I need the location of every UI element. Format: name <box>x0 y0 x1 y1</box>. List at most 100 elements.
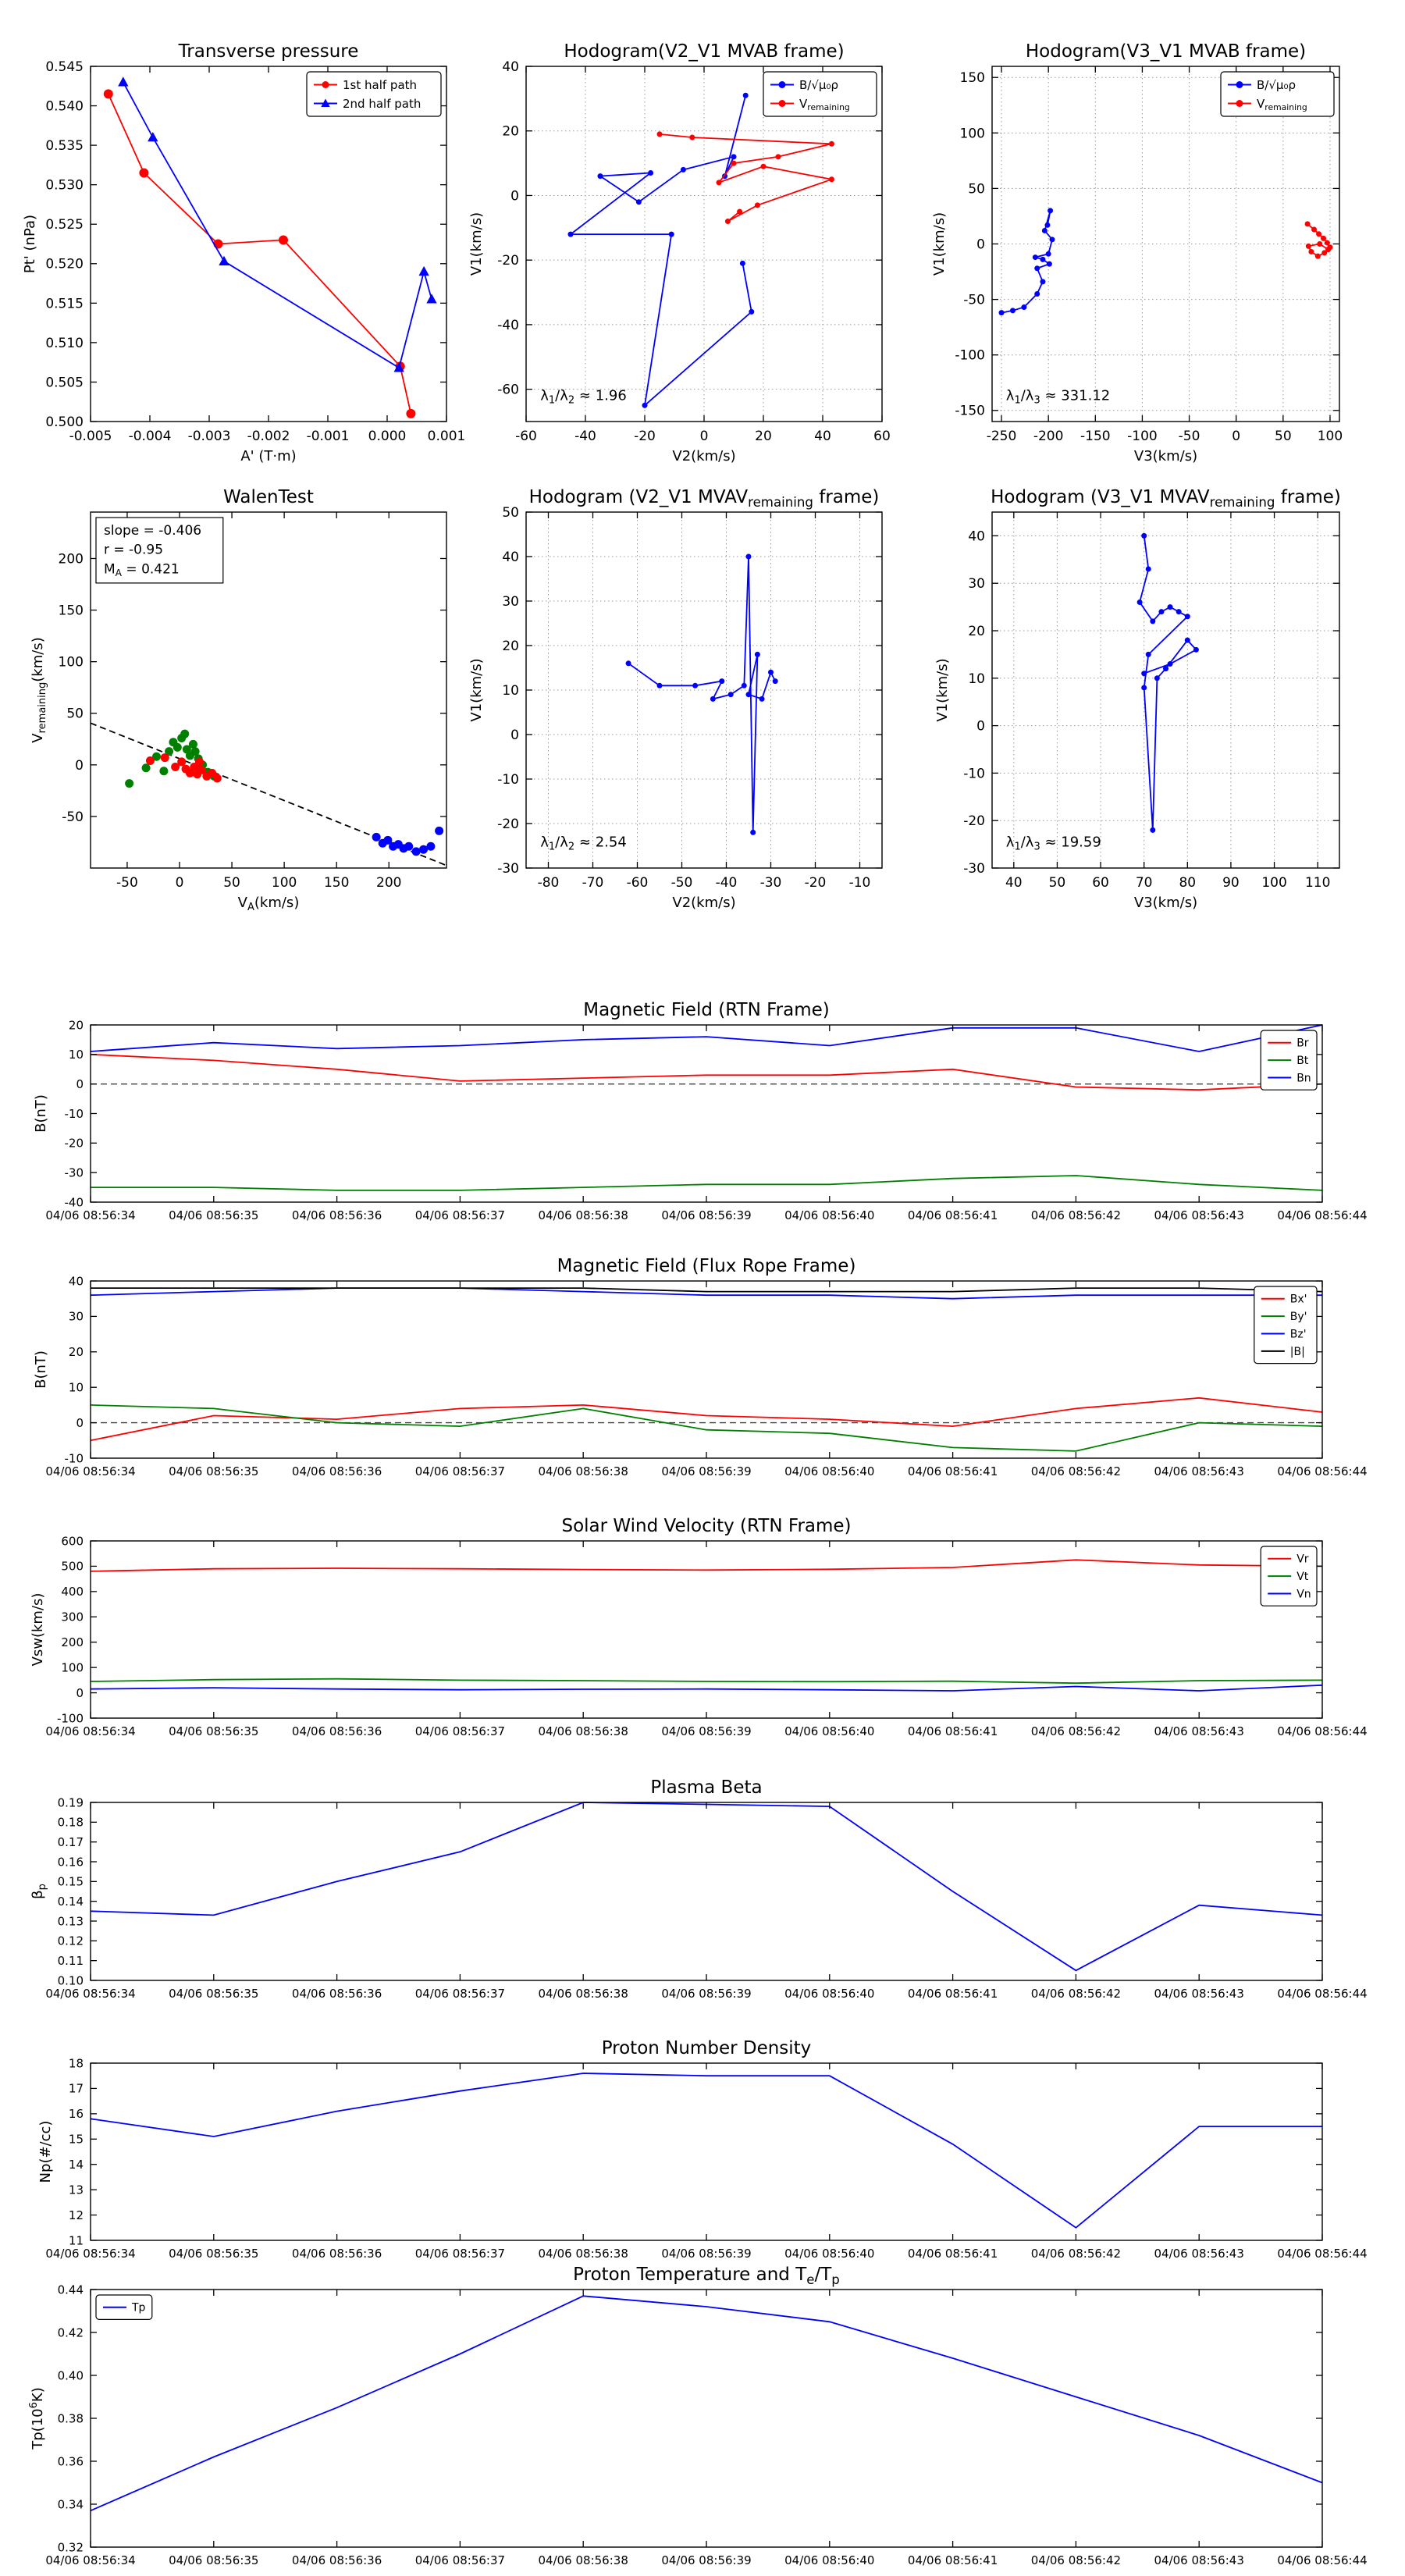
x-tick-label: 04/06 08:56:35 <box>169 1464 258 1478</box>
y-tick-label: 50 <box>502 505 519 521</box>
y-tick-label: 0.530 <box>45 178 84 194</box>
y-tick-label: 0.34 <box>58 2497 84 2511</box>
x-tick-label: -50 <box>671 875 693 891</box>
chart-magnetic-field-rtn: 04/06 08:56:34 04/06 08:56:35 04/06 08:56:… <box>33 1000 1368 1222</box>
series-second-half-points <box>145 753 222 783</box>
y-tick-label: 40 <box>502 550 519 565</box>
y-tick-label: 20 <box>968 624 985 639</box>
y-tick-label: -20 <box>497 253 519 269</box>
y-tick-label: 400 <box>61 1585 84 1599</box>
y-tick-label: 0.515 <box>45 296 84 311</box>
x-tick-label: 04/06 08:56:37 <box>415 1464 505 1478</box>
x-tick-label: 04/06 08:56:34 <box>45 1724 135 1738</box>
x-axis-label: A' (T·m) <box>240 448 296 464</box>
x-tick-label: 04/06 08:56:41 <box>908 2247 998 2261</box>
plot-area <box>91 1802 1322 1980</box>
y-tick-label: 10 <box>69 1048 84 1062</box>
y-tick-label: 200 <box>61 1635 84 1649</box>
y-tick-label: 0 <box>76 1416 84 1430</box>
y-tick-label: 0.540 <box>45 99 84 115</box>
annotation: λ1/λ2 ≈ 1.96 <box>540 388 627 407</box>
x-tick-label: 04/06 08:56:35 <box>169 2247 258 2261</box>
x-tick-label: -10 <box>849 875 871 891</box>
legend: Br Bt Bn <box>1260 1030 1318 1091</box>
y-tick-label: 0 <box>76 1686 84 1700</box>
x-tick-label: 0.001 <box>428 429 466 444</box>
x-tick-label: 04/06 08:56:35 <box>169 1724 258 1738</box>
x-tick-label: 04/06 08:56:41 <box>908 1208 998 1222</box>
chart-hodogram-v2v1-mvab: -60 -40 -20 0 20 40 60 -60 -40 -20 0 20 40 Hodogram(V… <box>468 41 891 464</box>
legend-label: Vremaining <box>1257 97 1307 112</box>
x-tick-label: 04/06 08:56:37 <box>415 1208 505 1222</box>
x-tick-label: 04/06 08:56:38 <box>539 1208 628 1222</box>
y-tick-label: 10 <box>502 683 519 699</box>
x-tick-label: -0.003 <box>188 429 231 444</box>
x-tick-label: 04/06 08:56:44 <box>1277 1724 1367 1738</box>
x-tick-label: 0 <box>700 429 709 444</box>
y-tick-label: 0 <box>976 719 985 735</box>
series-b-magnitude <box>91 1287 1323 1293</box>
chart-title: WalenTest <box>223 487 314 507</box>
y-tick-label: 0.12 <box>58 1934 84 1948</box>
legend-label: 1st half path <box>343 78 417 92</box>
y-tick-label: 200 <box>59 551 84 567</box>
x-tick-label: 04/06 08:56:35 <box>169 1208 258 1222</box>
legend: B/√μ₀ρ Vremaining <box>1220 71 1335 117</box>
x-tick-label: 04/06 08:56:42 <box>1031 2247 1121 2261</box>
x-tick-label: 04/06 08:56:36 <box>292 2553 382 2567</box>
x-tick-label: -0.001 <box>307 429 350 444</box>
x-tick-label: 200 <box>376 875 401 891</box>
x-tick-label: 04/06 08:56:39 <box>661 1208 751 1222</box>
chart-proton-temperature: 04/06 08:56:34 04/06 08:56:35 04/06 08:56:… <box>28 2265 1368 2567</box>
x-tick-label: 04/06 08:56:40 <box>784 1987 874 2001</box>
y-tick-label: -20 <box>963 813 985 829</box>
y-tick-label: 0.15 <box>58 1875 84 1889</box>
x-tick-label: 04/06 08:56:43 <box>1154 1208 1244 1222</box>
y-tick-label: -100 <box>955 348 985 364</box>
x-tick-label: 04/06 08:56:41 <box>908 1724 998 1738</box>
y-tick-label: -20 <box>65 1137 84 1151</box>
x-tick-label: 04/06 08:56:44 <box>1277 1464 1367 1478</box>
x-tick-label: 04/06 08:56:38 <box>539 2553 628 2567</box>
y-tick-label: -10 <box>65 1451 84 1465</box>
legend: B/√μ₀ρ Vremaining <box>763 71 877 117</box>
x-tick-label: 04/06 08:56:34 <box>45 2247 135 2261</box>
x-tick-label: -50 <box>116 875 138 891</box>
chart-title: Hodogram(V2_V1 MVAB frame) <box>564 41 844 62</box>
y-tick-label: -10 <box>963 766 985 781</box>
legend: 1st half path 2nd half path <box>306 71 442 117</box>
chart-walen-test: -50 0 50 100 150 200 -50 0 50 100 150 200 WalenTest V… <box>30 487 447 913</box>
legend-label: Bt <box>1297 1055 1309 1067</box>
series-b-over-sqrt-mu0-rho <box>998 208 1055 316</box>
y-axis-label: βp <box>30 1884 48 1899</box>
x-tick-label: -100 <box>1127 429 1158 444</box>
x-tick-label: 04/06 08:56:36 <box>292 1464 382 1478</box>
series-alfven-cluster <box>372 826 444 856</box>
x-tick-label: 04/06 08:56:36 <box>292 1987 382 2001</box>
chart-title: Proton Temperature and Te/Tp <box>573 2265 840 2287</box>
chart-title: Hodogram (V3_V1 MVAVremaining frame) <box>991 487 1341 510</box>
y-tick-label: 0.32 <box>58 2540 84 2554</box>
chart-solar-wind-velocity: 04/06 08:56:34 04/06 08:56:35 04/06 08:56:… <box>30 1516 1368 1738</box>
legend-label: Bn <box>1297 1072 1311 1084</box>
legend-label: 2nd half path <box>343 97 421 111</box>
x-tick-label: 04/06 08:56:40 <box>784 2553 874 2567</box>
x-tick-label: 150 <box>324 875 349 891</box>
x-tick-label: 80 <box>1179 875 1196 891</box>
plot-area <box>992 66 1339 422</box>
x-tick-label: -20 <box>805 875 827 891</box>
x-tick-label: 0.000 <box>368 429 407 444</box>
y-tick-label: 30 <box>968 576 985 592</box>
x-tick-label: 04/06 08:56:34 <box>45 1987 135 2001</box>
x-tick-label: 04/06 08:56:40 <box>784 1724 874 1738</box>
chart-plasma-beta: 04/06 08:56:34 04/06 08:56:35 04/06 08:56:… <box>30 1777 1368 2001</box>
x-tick-label: 90 <box>1222 875 1240 891</box>
y-tick-label: 500 <box>61 1560 84 1574</box>
series-tp <box>90 2295 1323 2512</box>
x-tick-label: 04/06 08:56:42 <box>1031 1987 1121 2001</box>
x-tick-label: 100 <box>1318 429 1343 444</box>
x-tick-label: 0 <box>176 875 184 891</box>
x-axis-label: VA(km/s) <box>238 895 300 913</box>
y-tick-label: 100 <box>59 655 84 671</box>
